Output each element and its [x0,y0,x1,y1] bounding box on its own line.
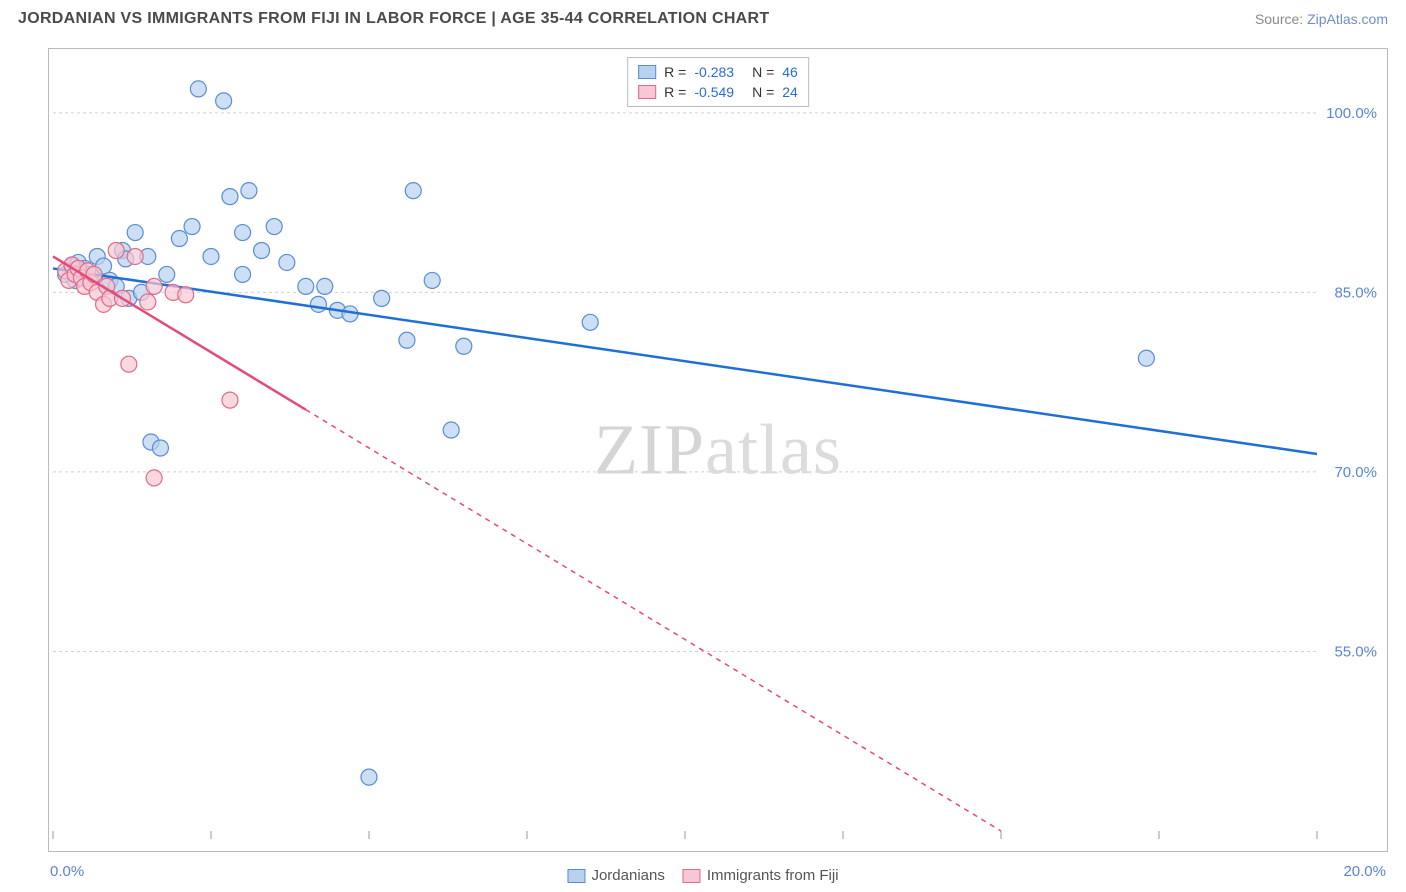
legend-swatch [683,869,701,883]
source-attribution: Source: ZipAtlas.com [1255,11,1388,27]
scatter-chart: 55.0% 70.0% 85.0% 100.0% [49,49,1387,851]
svg-text:85.0%: 85.0% [1334,284,1377,301]
legend-swatch [638,85,656,99]
legend-r-label: R = [664,84,686,100]
legend-swatch [567,869,585,883]
legend-n-value: 46 [782,64,798,80]
x-axis-max-label: 20.0% [1343,863,1386,880]
legend-label: Immigrants from Fiji [707,867,839,884]
legend-item: Immigrants from Fiji [683,867,839,884]
legend-r-label: R = [664,64,686,80]
legend-stat-row: R = -0.549 N = 24 [638,82,798,102]
legend-n-label: N = [752,84,774,100]
svg-text:55.0%: 55.0% [1334,643,1377,660]
legend-n-value: 24 [782,84,798,100]
source-link[interactable]: ZipAtlas.com [1307,11,1388,27]
legend-label: Jordanians [591,867,664,884]
legend-r-value: -0.283 [694,64,734,80]
legend-stat-row: R = -0.283 N = 46 [638,62,798,82]
chart-area: 55.0%70.0%85.0%100.0% R = -0.283N = 46R … [48,48,1388,852]
page-title: JORDANIAN VS IMMIGRANTS FROM FIJI IN LAB… [18,10,769,28]
correlation-legend: R = -0.283 N = 46 R = -0.549 N = 24 [627,57,809,107]
legend-n-label: N = [752,64,774,80]
series-legend: Jordanians Immigrants from Fiji [567,867,838,884]
header: JORDANIAN VS IMMIGRANTS FROM FIJI IN LAB… [0,0,1406,34]
legend-swatch [638,65,656,79]
source-prefix: Source: [1255,11,1307,27]
legend-item: Jordanians [567,867,664,884]
svg-text:100.0%: 100.0% [1326,105,1377,122]
legend-r-value: -0.549 [694,84,734,100]
x-axis-min-label: 0.0% [50,863,84,880]
svg-text:70.0%: 70.0% [1334,464,1377,481]
